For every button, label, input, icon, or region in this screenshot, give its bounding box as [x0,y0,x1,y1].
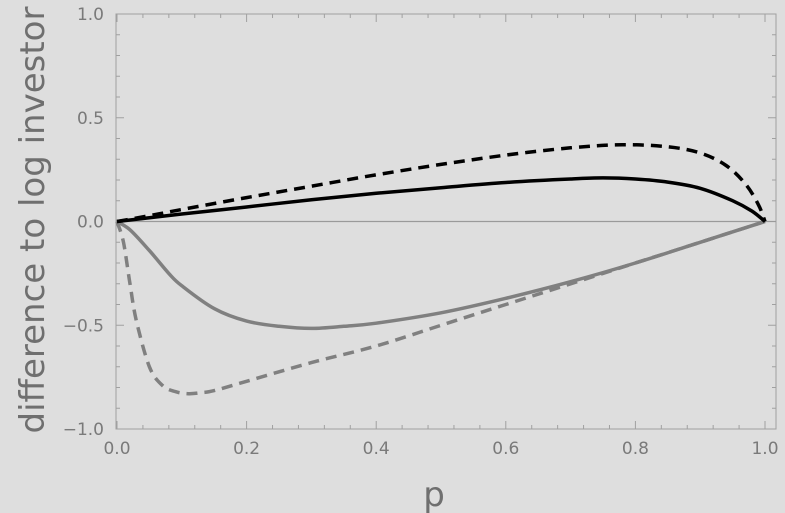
series-line-black-solid [116,176,767,224]
x-tick-label: 1.0 [751,439,778,459]
y-axis-title: difference to log investor [13,7,53,434]
x-tick-label: 0.0 [103,439,130,459]
axis-ticks [116,13,776,430]
series-line-black-dashed [116,142,767,224]
series-group [115,142,767,396]
x-tick-label: 0.6 [492,439,519,459]
tick-labels: 0.0 0.2 0.4 0.6 0.8 1.0 −1.0 −0.5 0.0 0.5 1.0 [63,5,779,459]
y-tick-label: 1.0 [77,5,104,25]
x-tick-label: 0.2 [233,439,260,459]
y-tick-label: −0.5 [63,316,104,336]
y-tick-label: −1.0 [63,420,104,440]
x-tick-label: 0.8 [622,439,649,459]
y-tick-label: 0.0 [77,213,104,233]
x-tick-label: 0.4 [363,439,390,459]
y-tick-label: 0.5 [77,109,104,129]
series-line-gray-dashed [115,219,766,396]
x-axis-title: p [423,475,445,513]
